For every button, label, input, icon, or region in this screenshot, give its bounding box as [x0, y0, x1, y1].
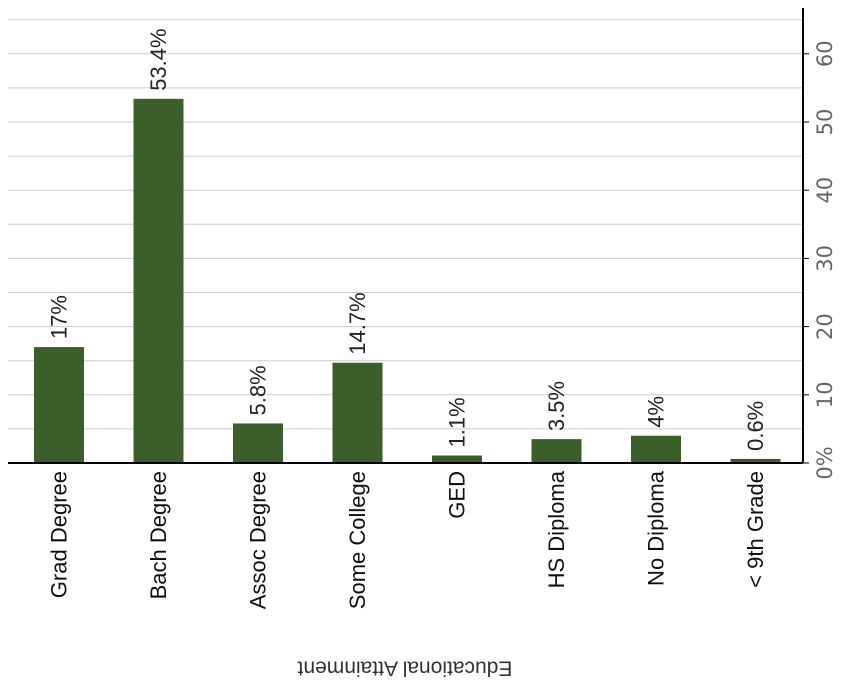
bar [332, 362, 383, 463]
bar [531, 439, 582, 463]
x-axis-title: Educational Attainment [297, 657, 512, 680]
bar [432, 455, 482, 463]
bar [631, 435, 681, 463]
data-label: 17% [47, 295, 72, 339]
category-label: HS Diploma [544, 470, 569, 588]
y-axis-ticks: 0% 10 20 30 40 50 60 [803, 40, 837, 480]
data-label: 3.5% [544, 381, 569, 431]
y-tick-label: 20 [813, 313, 837, 340]
data-label: 14.7% [345, 292, 370, 354]
y-tick-label: 60 [813, 40, 837, 67]
data-label: 5.8% [246, 365, 271, 415]
data-label: 1.1% [445, 397, 470, 447]
grid-lines [8, 19, 803, 430]
y-tick-label: 50 [813, 109, 837, 136]
bar [730, 458, 781, 463]
data-label: 0.6% [743, 401, 768, 451]
category-label: No Diploma [644, 470, 669, 586]
category-label: Bach Degree [146, 471, 171, 599]
bar [233, 423, 283, 463]
bar [133, 98, 184, 463]
bars [34, 98, 781, 463]
category-label: Some College [345, 471, 370, 609]
y-tick-label: 0% [813, 446, 837, 479]
bar-labels: 17% 53.4% 5.8% 14.7% 1.1% 3.5% 4% 0.6% [47, 28, 769, 450]
category-label: GED [445, 471, 470, 519]
category-label: Assoc Degree [246, 471, 271, 609]
bar [34, 347, 84, 463]
data-label: 53.4% [146, 28, 171, 90]
category-labels: Grad Degree Bach Degree Assoc Degree Some C… [47, 470, 769, 609]
y-tick-label: 10 [813, 381, 837, 408]
category-label: Grad Degree [47, 471, 72, 598]
data-label: 4% [644, 396, 669, 428]
y-tick-label: 40 [813, 177, 837, 204]
category-label: < 9th Grade [743, 471, 768, 588]
y-tick-label: 30 [813, 245, 837, 272]
